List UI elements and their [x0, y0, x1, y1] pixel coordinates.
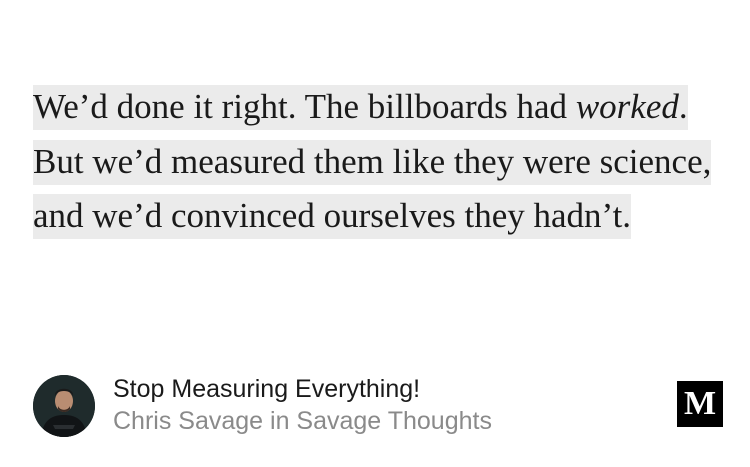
- highlighted-quote: We’d done it right. The billboards had w…: [33, 80, 723, 244]
- quote-highlight: We’d done it right. The billboards had w…: [33, 85, 712, 239]
- author-avatar[interactable]: [33, 375, 95, 437]
- story-byline[interactable]: Chris Savage in Savage Thoughts: [113, 407, 492, 435]
- story-card[interactable]: Stop Measuring Everything! Chris Savage …: [33, 373, 723, 439]
- story-title[interactable]: Stop Measuring Everything!: [113, 375, 421, 403]
- medium-logo-icon[interactable]: M: [677, 381, 723, 427]
- avatar-image: [33, 375, 95, 437]
- quote-text-start: We’d done it right. The billboards had: [33, 87, 576, 126]
- quote-text-end: . But we’d measured them like they were …: [33, 87, 712, 235]
- quote-emphasis: worked: [575, 87, 679, 126]
